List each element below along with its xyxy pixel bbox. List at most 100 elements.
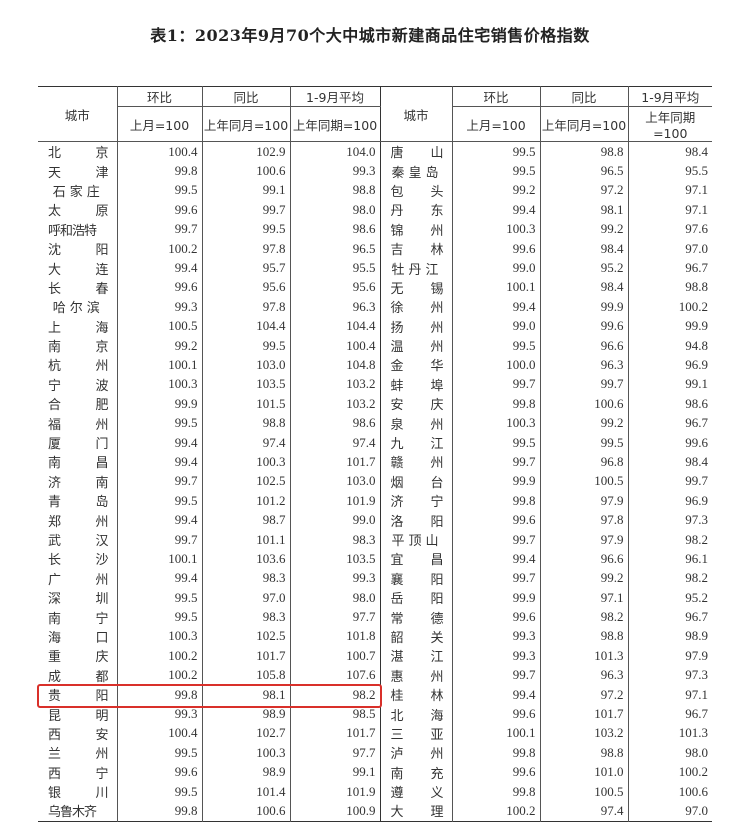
mom-index-cell: 99.5 <box>451 335 540 356</box>
mom-index-cell: 99.6 <box>451 762 540 782</box>
avg-index-cell: 98.3 <box>289 529 380 550</box>
city-name: 海口 <box>48 630 109 646</box>
mom-index-cell: 100.5 <box>116 316 202 336</box>
mom-index-cell: 100.1 <box>451 723 540 744</box>
table-body: 北京 100.4 102.9 104.0 唐山 99.5 98.8 98.4 天津 99.8 100… <box>38 141 712 822</box>
mom-index-cell: 99.9 <box>451 471 540 492</box>
avg-index-cell: 98.2 <box>627 568 712 588</box>
mom-index-cell: 99.2 <box>116 335 202 356</box>
avg-index-cell: 101.7 <box>289 723 380 744</box>
city-cell: 泸州 <box>379 743 452 763</box>
city-cell: 湛江 <box>379 646 452 666</box>
city-cell: 呼和浩特 <box>38 220 117 239</box>
mom-index-cell: 100.3 <box>116 626 202 647</box>
city-cell: 长沙 <box>38 549 117 568</box>
header-base-row: 上月=100 上年同月=100 上年同期=100 上月=100 上年同月=100… <box>38 106 712 142</box>
avg-index-cell: 96.9 <box>627 491 712 511</box>
city-name: 桂林 <box>390 689 444 705</box>
avg-index-cell: 101.9 <box>289 781 380 802</box>
city-cell: 扬州 <box>379 316 452 336</box>
yoy-index-cell: 100.3 <box>201 743 290 763</box>
city-name: 南昌 <box>48 456 109 472</box>
city-name: 平顶山 <box>391 534 443 549</box>
city-cell: 西安 <box>38 724 117 743</box>
yoy-index-cell: 102.9 <box>201 141 290 162</box>
city-cell: 天津 <box>38 161 117 181</box>
header-avg-base-2: 上年同期=100 <box>627 106 712 142</box>
city-name: 惠州 <box>390 669 444 685</box>
city-name: 宁波 <box>48 378 109 394</box>
table-row: 北京 100.4 102.9 104.0 唐山 99.5 98.8 98.4 <box>38 141 712 162</box>
yoy-index-cell: 99.2 <box>539 568 628 588</box>
avg-index-cell: 103.5 <box>289 549 380 569</box>
mom-index-cell: 99.8 <box>116 684 202 705</box>
yoy-index-cell: 97.9 <box>539 529 628 550</box>
city-name: 太原 <box>48 204 109 220</box>
header-mom-base: 上月=100 <box>116 106 202 142</box>
yoy-index-cell: 99.9 <box>539 297 628 317</box>
header-yoy-2: 同比 <box>539 86 628 107</box>
city-name: 九江 <box>390 437 444 453</box>
mom-index-cell: 100.4 <box>116 141 202 162</box>
mom-index-cell: 99.5 <box>451 141 540 162</box>
mom-index-cell: 99.7 <box>451 568 540 588</box>
avg-index-cell: 98.2 <box>627 529 712 550</box>
mom-index-cell: 99.4 <box>116 258 202 278</box>
avg-index-cell: 97.0 <box>627 238 712 259</box>
avg-index-cell: 97.1 <box>627 180 712 201</box>
mom-index-cell: 99.6 <box>451 704 540 724</box>
avg-index-cell: 98.8 <box>627 277 712 298</box>
avg-index-cell: 96.3 <box>289 297 380 317</box>
mom-index-cell: 99.9 <box>116 394 202 414</box>
yoy-index-cell: 101.1 <box>201 529 290 550</box>
mom-index-cell: 99.4 <box>116 452 202 472</box>
table-row: 南昌 99.4 100.3 101.7 赣州 99.7 96.8 98.4 <box>38 452 712 472</box>
mom-index-cell: 100.2 <box>116 665 202 685</box>
mom-index-cell: 99.8 <box>116 161 202 181</box>
city-name: 沈阳 <box>48 243 109 259</box>
mom-index-cell: 99.5 <box>116 743 202 763</box>
yoy-index-cell: 100.3 <box>201 452 290 472</box>
table-row: 成都 100.2 105.8 107.6 惠州 99.7 96.3 97.3 <box>38 665 712 685</box>
table-row: 石家庄 99.5 99.1 98.8 包头 99.2 97.2 97.1 <box>38 180 712 201</box>
city-cell: 九江 <box>379 432 452 453</box>
yoy-index-cell: 96.6 <box>539 549 628 569</box>
mom-index-cell: 99.3 <box>451 646 540 666</box>
avg-index-cell: 104.8 <box>289 355 380 375</box>
city-cell: 桂林 <box>379 684 452 705</box>
city-name: 扬州 <box>390 320 444 336</box>
yoy-index-cell: 97.8 <box>539 510 628 530</box>
yoy-index-cell: 100.5 <box>539 781 628 802</box>
city-name: 安庆 <box>390 398 444 414</box>
mom-index-cell: 99.6 <box>451 238 540 259</box>
city-name: 济南 <box>48 475 109 491</box>
yoy-index-cell: 96.3 <box>539 355 628 375</box>
mom-index-cell: 100.1 <box>116 355 202 375</box>
city-name: 成都 <box>48 669 109 685</box>
avg-index-cell: 107.6 <box>289 665 380 685</box>
city-name: 襄阳 <box>390 572 444 588</box>
avg-index-cell: 97.9 <box>627 646 712 666</box>
yoy-index-cell: 98.8 <box>201 413 290 433</box>
city-name: 包头 <box>390 184 444 200</box>
yoy-index-cell: 100.6 <box>539 394 628 414</box>
avg-index-cell: 96.7 <box>627 607 712 627</box>
avg-index-cell: 98.5 <box>289 704 380 724</box>
city-name: 泉州 <box>390 417 444 433</box>
avg-index-cell: 98.0 <box>289 587 380 608</box>
mom-index-cell: 99.3 <box>116 704 202 724</box>
city-cell: 厦门 <box>38 433 117 452</box>
mom-index-cell: 99.6 <box>116 200 202 220</box>
city-cell: 蚌埠 <box>379 374 452 395</box>
mom-index-cell: 99.6 <box>451 510 540 530</box>
yoy-index-cell: 104.4 <box>201 316 290 336</box>
yoy-index-cell: 97.2 <box>539 180 628 201</box>
city-cell: 包头 <box>379 180 452 201</box>
city-cell: 青岛 <box>38 491 117 510</box>
price-index-table: 城市 环比 同比 1-9月平均 城市 环比 同比 1-9月平均 上月=100 上… <box>38 86 712 822</box>
city-cell: 丹东 <box>379 200 452 220</box>
city-name: 哈尔滨 <box>52 301 104 317</box>
city-name: 郑州 <box>48 514 109 530</box>
city-name: 西宁 <box>48 766 109 782</box>
mom-index-cell: 99.7 <box>116 471 202 492</box>
